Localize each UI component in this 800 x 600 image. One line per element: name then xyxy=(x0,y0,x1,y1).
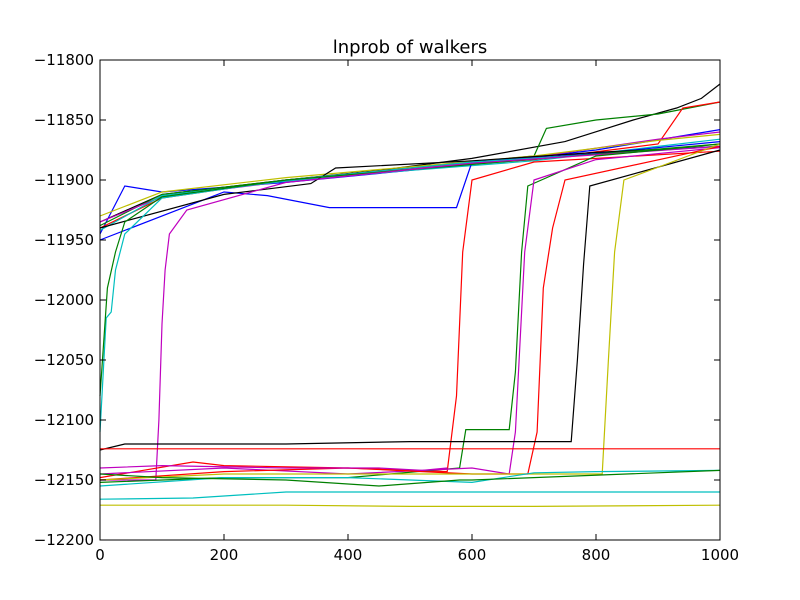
walker-line-22 xyxy=(100,504,721,507)
y-axis: −11800 −11850 −11900 −11950 −12000 −12050 −121… xyxy=(34,51,720,549)
plot-frame xyxy=(99,59,721,541)
x-tick-label: 400 xyxy=(334,546,363,564)
walker-line-4 xyxy=(99,101,721,229)
walker-line-21 xyxy=(99,491,720,500)
walker-line-23 xyxy=(99,469,721,487)
walker-line-15 xyxy=(99,147,721,475)
walker-line-18 xyxy=(99,143,721,481)
y-tick-label: −11950 xyxy=(34,231,94,249)
y-tick-label: −11900 xyxy=(34,171,94,189)
y-tick-label: −12000 xyxy=(34,291,94,309)
walker-line-9 xyxy=(99,145,721,229)
walker-line-2 xyxy=(99,129,721,235)
walker-line-10 xyxy=(99,145,721,433)
x-tick-label: 200 xyxy=(210,546,239,564)
y-tick-label: −11850 xyxy=(34,111,94,129)
walker-line-13 xyxy=(99,150,721,479)
walker-line-16 xyxy=(99,145,721,481)
walker-line-12 xyxy=(100,145,721,481)
y-tick-label: −12100 xyxy=(34,411,94,429)
walker-line-14 xyxy=(99,143,721,483)
walker-line-6 xyxy=(99,133,721,217)
y-tick-label: −11800 xyxy=(34,51,94,69)
walker-line-7 xyxy=(99,138,721,231)
chart-title: lnprob of walkers xyxy=(333,37,487,58)
x-tick-label: 800 xyxy=(582,546,611,564)
walker-line-11 xyxy=(99,143,721,397)
walker-line-17 xyxy=(99,149,721,451)
x-tick-label: 1000 xyxy=(701,546,739,564)
x-axis: 0 200 400 600 800 1000 xyxy=(95,60,739,564)
walker-line-20 xyxy=(99,469,721,487)
y-tick-label: −12200 xyxy=(34,531,94,549)
walker-line-24 xyxy=(99,464,448,472)
x-tick-label: 600 xyxy=(458,546,487,564)
series-group xyxy=(99,83,721,507)
y-tick-label: −12050 xyxy=(34,351,94,369)
x-tick-label: 0 xyxy=(95,546,105,564)
y-tick-label: −12150 xyxy=(34,471,94,489)
